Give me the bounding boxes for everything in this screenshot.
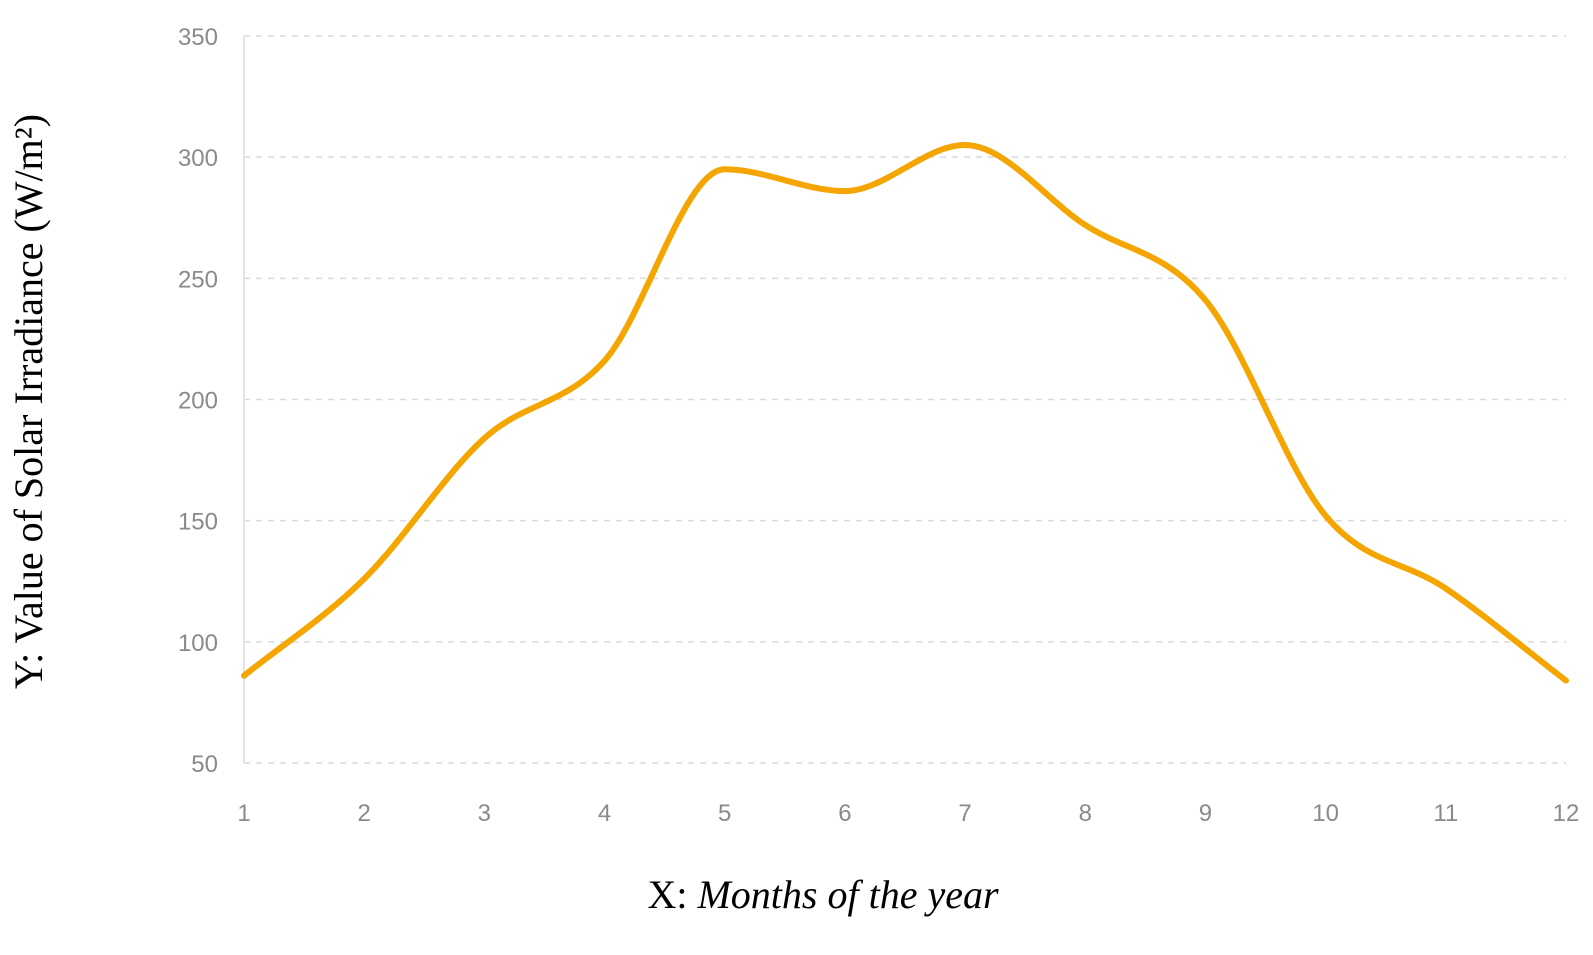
series-line-1 (241, 142, 1569, 684)
x-tick-label-7: 7 (958, 800, 971, 827)
y-axis-title: Y: Value of Solar Irradiance (W/m²) (6, 114, 51, 689)
x-tick-labels: 1 2 3 4 5 6 7 8 9 10 11 12 (237, 800, 1579, 827)
x-axis-title: X: Months of the year (647, 872, 998, 917)
data-point-2 (361, 576, 367, 582)
x-tick-label-4: 4 (598, 800, 611, 827)
y-tick-labels: 50 100 150 200 250 300 350 (178, 24, 218, 778)
data-point-1 (241, 673, 247, 679)
data-point-3 (481, 435, 487, 441)
data-point-7 (962, 142, 968, 148)
data-point-11 (1443, 586, 1449, 592)
data-point-4 (602, 358, 608, 364)
y-tick-label-50: 50 (191, 751, 218, 778)
data-point-6 (842, 188, 848, 194)
x-tick-label-1: 1 (237, 800, 250, 827)
x-tick-label-9: 9 (1199, 800, 1212, 827)
y-tick-label-150: 150 (178, 509, 218, 536)
data-point-8 (1082, 222, 1088, 228)
x-tick-label-12: 12 (1553, 800, 1580, 827)
x-tick-label-3: 3 (478, 800, 491, 827)
data-point-9 (1202, 297, 1208, 303)
y-tick-label-300: 300 (178, 145, 218, 172)
data-point-12 (1563, 678, 1569, 684)
x-axis-title-text: Months of the year (696, 872, 998, 917)
x-tick-label-10: 10 (1312, 800, 1339, 827)
y-tick-label-250: 250 (178, 266, 218, 293)
data-point-10 (1323, 513, 1329, 519)
x-tick-label-5: 5 (718, 800, 731, 827)
data-point-5 (722, 166, 728, 172)
y-tick-label-200: 200 (178, 388, 218, 415)
series-group (241, 142, 1569, 684)
x-tick-label-2: 2 (358, 800, 371, 827)
x-tick-label-11: 11 (1433, 800, 1458, 827)
x-tick-label-6: 6 (838, 800, 851, 827)
x-axis-title-prefix: X: (647, 872, 697, 917)
y-tick-label-100: 100 (178, 630, 218, 657)
grid-lines (244, 35, 1566, 764)
y-tick-label-350: 350 (178, 24, 218, 51)
x-tick-label-8: 8 (1079, 800, 1092, 827)
